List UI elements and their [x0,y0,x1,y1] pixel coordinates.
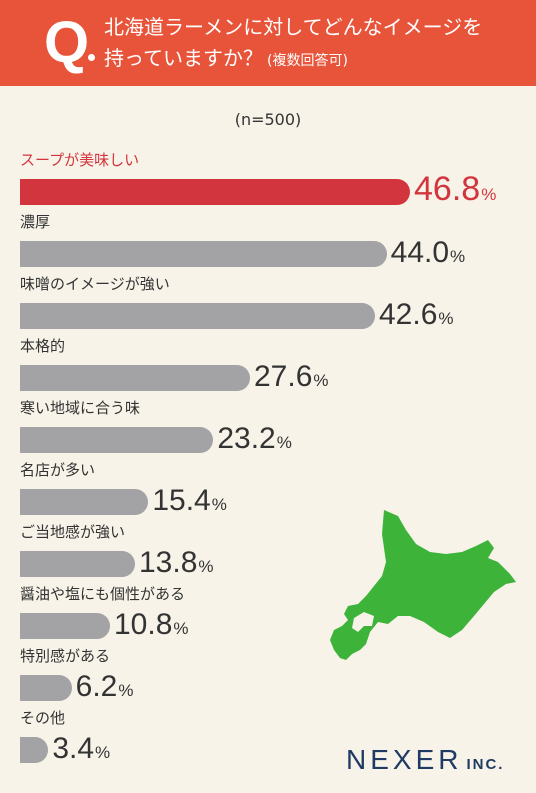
category-label: 醤油や塩にも個性がある [20,585,186,603]
value-label: 42.6% [379,300,454,330]
question-header: Q 北海道ラーメンに対してどんなイメージを 持っていますか？ (複数回答可) [0,0,536,86]
value-label: 6.2% [76,672,134,702]
hokkaido-map-icon [330,510,516,660]
value-number: 6.2 [75,670,118,703]
bar [20,303,375,329]
category-label: 名店が多い [20,461,96,479]
value-unit: % [211,495,227,514]
hokkaido-map-shape [330,510,516,660]
hokkaido-bay-shape [352,612,374,632]
value-number: 42.6 [379,298,438,331]
value-number: 15.4 [152,484,211,517]
question-multiple-answer-note: (複数回答可) [267,53,348,69]
bar [20,241,387,267]
bar [20,365,250,391]
value-number: 46.8 [414,170,481,208]
value-unit: % [450,247,466,266]
bar [20,613,110,639]
category-label: 本格的 [20,337,66,355]
value-number: 10.8 [114,608,173,641]
value-unit: % [276,433,292,452]
logo-sub-text: INC. [466,756,505,773]
question-text-line2-main: 持っていますか？ [104,46,263,70]
category-label: その他 [20,709,66,727]
value-unit: % [438,309,454,328]
value-unit: % [481,185,497,204]
value-number: 23.2 [217,422,276,455]
bar [20,737,49,763]
value-label: 3.4% [52,734,110,764]
value-label: 23.2% [217,424,292,454]
sample-size-note: (n=500) [234,110,302,129]
value-unit: % [95,743,111,762]
question-text-line2: 持っていますか？ (複数回答可) [104,45,348,74]
bar [20,179,410,205]
category-label: スープが美味しい [20,151,140,169]
nexer-logo: NEXER INC. [346,744,504,776]
category-label: ご当地感が強い [20,523,126,541]
value-label: 44.0% [391,238,466,268]
value-unit: % [313,371,329,390]
value-unit: % [173,619,189,638]
value-unit: % [118,681,134,700]
value-number: 44.0 [390,236,450,269]
value-number: 27.6 [254,360,313,393]
value-label: 27.6% [254,362,329,392]
category-label: 特別感がある [20,647,111,665]
value-label: 15.4% [152,486,227,516]
value-label: 10.8% [114,610,189,640]
value-number: 13.8 [139,546,198,579]
value-label: 13.8% [139,548,214,578]
value-unit: % [198,557,214,576]
value-label: 46.8% [414,172,497,206]
bar [20,675,72,701]
value-number: 3.4 [52,732,95,765]
bar [20,427,214,453]
category-label: 濃厚 [20,213,51,231]
logo-main-text: NEXER [346,744,463,775]
question-dot [88,54,95,61]
bar [20,489,149,515]
category-label: 寒い地域に合う味 [20,399,141,417]
question-mark-q: Q [44,10,90,75]
bar [20,551,135,577]
question-text-line1: 北海道ラーメンに対してどんなイメージを [104,15,483,39]
category-label: 味噌のイメージが強い [20,275,170,293]
